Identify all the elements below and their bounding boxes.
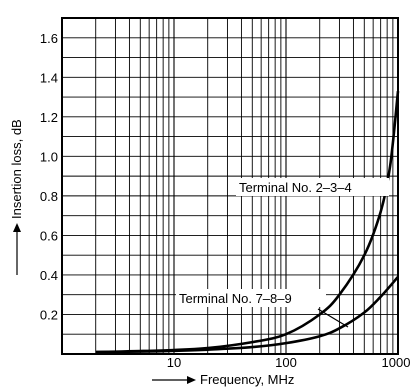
x-tick-label: 10 [167, 355, 181, 370]
y-tick-label: 1.2 [40, 110, 58, 125]
tick-labels: 0.2 0.4 0.6 0.8 1.0 1.2 1.4 1.6 10 100 1000 [40, 31, 411, 370]
y-tick-label: 1.4 [40, 70, 58, 85]
series-label-7-8-9: Terminal No. 7–8–9 [176, 289, 349, 328]
y-axis-label-text: Insertion loss, dB [9, 119, 24, 219]
x-tick-label: 100 [275, 355, 297, 370]
y-tick-label: 0.4 [40, 268, 58, 283]
series-line-0 [95, 90, 400, 354]
y-axis-label: Insertion loss, dB [9, 119, 24, 275]
curves [95, 90, 400, 354]
series-label-2-3-4: Terminal No. 2–3–4 [236, 178, 389, 196]
series-label-2-3-4-text: Terminal No. 2–3–4 [239, 180, 352, 195]
series-line-1 [95, 276, 399, 354]
x-axis-label-text: Frequency, MHz [200, 372, 294, 387]
x-axis-label: Frequency, MHz [152, 372, 294, 387]
y-tick-label: 0.6 [40, 228, 58, 243]
y-tick-label: 0.2 [40, 307, 58, 322]
x-tick-label: 1000 [382, 355, 411, 370]
y-tick-label: 1.0 [40, 149, 58, 164]
leader-line [317, 308, 349, 328]
series-label-7-8-9-text: Terminal No. 7–8–9 [179, 291, 292, 306]
plot-frame [61, 17, 399, 355]
y-tick-label: 0.8 [40, 189, 58, 204]
y-tick-label: 1.6 [40, 31, 58, 46]
